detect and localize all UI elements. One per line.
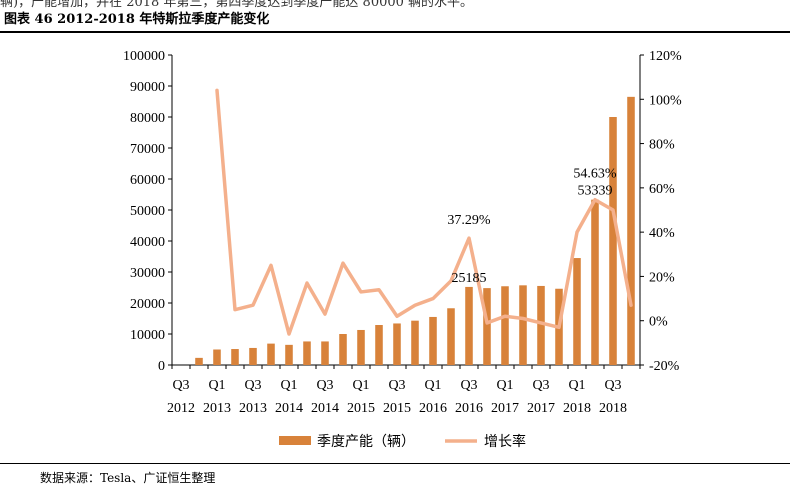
x-tick-year: 2014 (311, 401, 339, 416)
data-label: 54.63% (573, 167, 617, 182)
x-tick-quarter: Q1 (568, 378, 585, 393)
left-tick-label: 10000 (130, 328, 165, 343)
x-tick-quarter: Q1 (424, 378, 441, 393)
bar (591, 199, 599, 365)
growth-rate-line (215, 88, 633, 336)
x-tick-year: 2018 (563, 401, 591, 416)
bar (303, 341, 311, 365)
bar (249, 347, 257, 365)
bar (501, 286, 509, 365)
x-tick-quarter: Q3 (172, 378, 189, 393)
x-tick-quarter: Q3 (316, 378, 333, 393)
x-tick-quarter: Q1 (208, 378, 225, 393)
figure-title: 图表 46 2012-2018 年特斯拉季度产能变化 (4, 12, 270, 27)
right-axis-ticks: -20% 0% 20% 40% 60% 80% 100% 120% (640, 49, 682, 374)
x-tick-year: 2017 (527, 401, 555, 416)
x-tick-quarter: Q3 (532, 378, 549, 393)
bar (321, 341, 329, 365)
x-axis-ticks: Q3 2012 Q1 2013 Q3 2013 Q1 2014 Q3 2014 Q1 2015 Q3 20… (167, 365, 641, 416)
left-tick-label: 60000 (130, 173, 165, 188)
bar (339, 334, 347, 365)
source-text: 数据来源：Tesla、广证恒生整理 (40, 471, 216, 485)
x-tick-year: 2017 (491, 401, 519, 416)
header-clip-text: 辆)，产能增加，并在 2018 年第三，第四季度达到季度产能达 80000 辆的… (0, 0, 474, 9)
chart: 0 10000 20000 30000 40000 50000 60000 70000 8000… (123, 49, 682, 450)
right-tick-label: 0% (649, 315, 668, 330)
right-tick-label: 40% (649, 226, 675, 241)
x-tick-year: 2015 (383, 401, 411, 416)
left-axis-ticks: 0 10000 20000 30000 40000 50000 60000 70000 8000… (123, 49, 172, 374)
x-tick-quarter: Q3 (244, 378, 261, 393)
bar (375, 325, 383, 365)
x-tick-year: 2014 (275, 401, 303, 416)
left-tick-label: 100000 (123, 49, 165, 64)
source-rule (0, 463, 790, 464)
legend-bar-swatch (279, 436, 311, 445)
bar (357, 329, 365, 365)
x-tick-year: 2012 (167, 401, 195, 416)
x-tick-quarter: Q1 (280, 378, 297, 393)
bar (483, 288, 491, 365)
data-label: 25185 (452, 271, 487, 286)
x-tick-year: 2016 (419, 401, 447, 416)
left-tick-label: 40000 (130, 235, 165, 250)
x-tick-quarter: Q1 (496, 378, 513, 393)
right-tick-label: 120% (649, 49, 682, 64)
legend-bar-label: 季度产能（辆） (317, 434, 415, 450)
bar (609, 117, 617, 365)
bar (393, 323, 401, 365)
x-tick-year: 2018 (599, 401, 627, 416)
x-tick-year: 2016 (455, 401, 483, 416)
left-tick-label: 90000 (130, 80, 165, 95)
x-tick-year: 2013 (239, 401, 267, 416)
bar (195, 357, 203, 365)
bar (285, 344, 293, 365)
bar (537, 285, 545, 365)
left-tick-label: 50000 (130, 204, 165, 219)
legend-line-label: 增长率 (484, 433, 526, 450)
line-series (215, 88, 633, 336)
annotations: 37.29% 25185 54.63% 53339 (447, 167, 617, 286)
bar (411, 320, 419, 365)
bar (447, 308, 455, 365)
right-tick-label: 100% (649, 93, 682, 108)
right-tick-label: 60% (649, 182, 675, 197)
bar (213, 349, 221, 365)
data-label: 53339 (578, 184, 613, 199)
x-tick-year: 2015 (347, 401, 375, 416)
bar (267, 343, 275, 365)
legend: 季度产能（辆） 增长率 (279, 433, 526, 450)
x-tick-quarter: Q3 (604, 378, 621, 393)
bar (519, 285, 527, 365)
bar (429, 316, 437, 365)
right-tick-label: 20% (649, 270, 675, 285)
bar (573, 258, 581, 365)
x-tick-quarter: Q1 (352, 378, 369, 393)
right-tick-label: 80% (649, 138, 675, 153)
left-tick-label: 0 (158, 359, 165, 374)
x-tick-quarter: Q3 (460, 378, 477, 393)
bar-series (195, 96, 635, 365)
right-tick-label: -20% (649, 359, 680, 374)
title-rule (0, 31, 790, 33)
left-tick-label: 20000 (130, 297, 165, 312)
left-tick-label: 70000 (130, 142, 165, 157)
bar (231, 349, 239, 365)
left-tick-label: 30000 (130, 266, 165, 281)
data-label: 37.29% (447, 213, 491, 228)
bar (627, 96, 635, 365)
x-tick-year: 2013 (203, 401, 231, 416)
left-tick-label: 80000 (130, 111, 165, 126)
bar (465, 286, 473, 365)
x-tick-quarter: Q3 (388, 378, 405, 393)
